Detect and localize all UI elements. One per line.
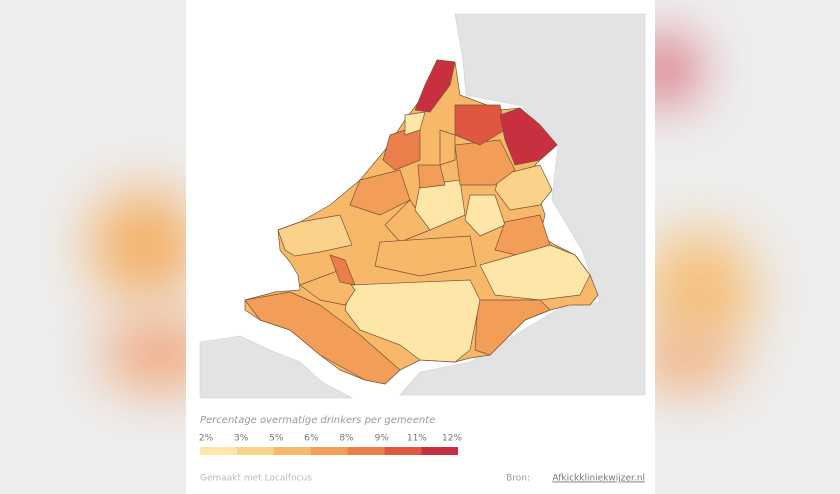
legend-swatch [421, 447, 458, 455]
legend: 2% 3% 5% 6% 8% 9% 11% 12% [199, 434, 462, 455]
legend-label: 6% [304, 434, 319, 444]
source-link[interactable]: Afkickkliniekwijzer.nl [552, 474, 645, 484]
municipality [374, 235, 477, 277]
municipality [479, 244, 591, 301]
municipality [454, 139, 516, 186]
credit: Gemaakt met Localfocus [200, 474, 312, 484]
municipality [439, 129, 456, 166]
municipality [277, 214, 353, 257]
municipalities [244, 59, 599, 385]
surrounding-land [199, 13, 646, 399]
legend-label: 11% [407, 434, 427, 444]
legend-swatch [384, 447, 422, 455]
legend-label: 2% [199, 434, 214, 444]
municipality [499, 107, 558, 166]
legend-label: 8% [339, 434, 354, 444]
map-panel: Percentage overmatige drinkers per gemee… [186, 0, 655, 494]
municipality [417, 164, 446, 189]
legend-swatch [236, 447, 274, 455]
legend-label: 3% [234, 434, 249, 444]
blur-left [0, 0, 186, 494]
municipality [244, 291, 401, 385]
municipality [329, 254, 356, 286]
legend-swatch [310, 447, 348, 455]
legend-swatch [273, 447, 311, 455]
municipality [349, 169, 411, 216]
municipality [464, 194, 506, 237]
municipality [454, 104, 506, 146]
blur-right [655, 0, 840, 494]
municipality [494, 164, 553, 211]
legend-title: Percentage overmatige drinkers per gemee… [200, 415, 435, 426]
legend-label: 12% [442, 434, 462, 444]
legend-label: 5% [269, 434, 284, 444]
municipality [414, 59, 456, 113]
legend-label: 9% [375, 434, 390, 444]
municipality [474, 299, 551, 356]
municipality [404, 111, 426, 136]
municipality [414, 179, 466, 231]
legend-swatch [347, 447, 385, 455]
municipality [344, 279, 481, 363]
source-label: Bron: [506, 474, 530, 484]
legend-swatch [200, 447, 237, 455]
